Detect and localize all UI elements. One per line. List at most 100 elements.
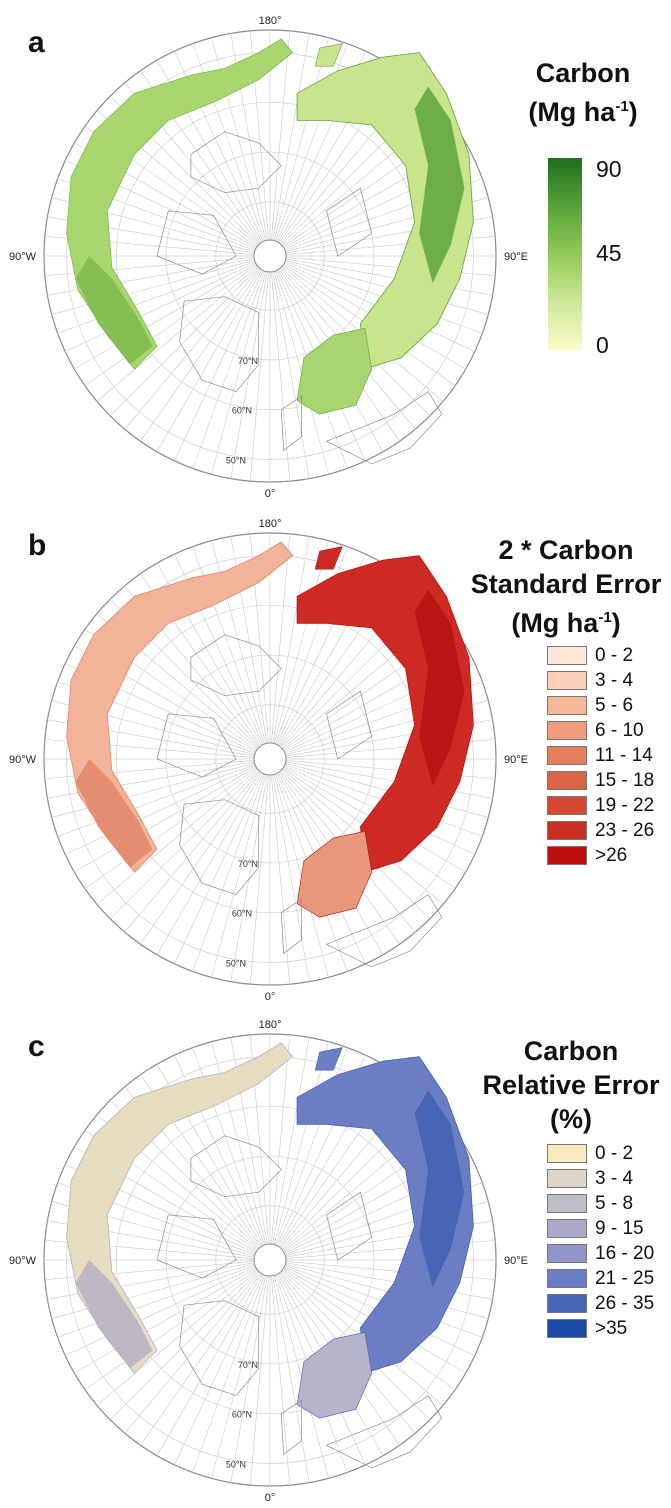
label-90e: 90°E: [504, 754, 528, 766]
meridian-line: [84, 767, 258, 889]
north-america-dense-region: [75, 256, 153, 365]
parallel-circle: [215, 1205, 325, 1315]
label-50n: 50°N: [226, 958, 246, 968]
legend-title-a: Carbon (Mg ha-1): [498, 56, 668, 129]
legend-title-line: Carbon: [535, 58, 631, 88]
label-60n: 60°N: [232, 909, 252, 919]
coastline: [156, 210, 237, 275]
coastline: [325, 391, 443, 465]
legend-swatch: [547, 771, 587, 790]
meridian-line: [109, 267, 259, 417]
legend-swatch: [547, 1219, 587, 1238]
legend-swatch: [547, 1294, 587, 1313]
legend-swatch: [547, 1244, 587, 1263]
meridian-line: [285, 259, 489, 315]
scandinavia-region: [296, 1331, 373, 1419]
legend-label: 6 - 10: [595, 720, 644, 741]
meridian-line: [96, 266, 258, 402]
meridian-line: [124, 268, 260, 430]
kamchatka-region: [314, 1047, 343, 1071]
parallel-circle: [165, 151, 375, 361]
meridian-line: [272, 33, 310, 241]
label-90w: 90°W: [9, 754, 37, 766]
kamchatka-region: [314, 43, 343, 67]
meridian-line: [51, 1263, 255, 1319]
coastline: [326, 187, 373, 257]
legend-swatch: [547, 746, 587, 765]
legend-label: 26 - 35: [595, 1293, 655, 1314]
legend-swatch: [547, 821, 587, 840]
coastline: [179, 296, 260, 393]
meridian-line: [273, 37, 329, 241]
label-90w: 90°W: [9, 251, 37, 263]
coastline: [326, 1191, 373, 1261]
label-0: 0°: [265, 1492, 276, 1504]
colorbar-carbon: [548, 158, 582, 350]
coastlines: [156, 131, 443, 465]
eurasia-dense-region: [414, 589, 465, 787]
land-layer: [66, 1042, 474, 1419]
pole-hole: [253, 1243, 287, 1277]
legend-title-b: 2 * Carbon Standard Error (Mg ha-1): [466, 533, 666, 640]
coastline: [190, 131, 282, 194]
legend-label: 23 - 26: [595, 820, 655, 841]
panel-letter-a: a: [28, 26, 45, 59]
legend-label: >26: [595, 845, 628, 866]
legend-title-line: Carbon: [523, 1036, 619, 1066]
meridian-line: [249, 1275, 269, 1486]
legend-unit: (Mg ha-1): [528, 97, 638, 127]
legend-label: 19 - 22: [595, 795, 655, 816]
coastline: [179, 1300, 260, 1397]
pole-hole: [253, 239, 287, 273]
meridian-line: [156, 772, 263, 955]
coastline: [325, 894, 443, 968]
label-90e: 90°E: [504, 251, 528, 263]
coastline: [280, 395, 302, 452]
legend-label: 3 - 4: [595, 670, 634, 691]
meridian-line: [109, 770, 259, 920]
label-0: 0°: [265, 488, 276, 500]
legend-swatch: [547, 646, 587, 665]
meridian-line: [211, 1275, 267, 1479]
polar-map-b: 180° 0° 90°W 90°E 70°N 60°N 50°N: [9, 518, 528, 1003]
pole-hole: [253, 742, 287, 776]
meridian-line: [273, 1041, 329, 1245]
coastline: [190, 1135, 282, 1198]
polar-map-a: 180° 0° 90°W 90°E 70°N 60°N 50°N: [9, 15, 528, 500]
meridian-line: [156, 269, 263, 452]
meridian-line: [271, 533, 291, 744]
label-50n: 50°N: [226, 455, 246, 465]
coastline: [326, 690, 373, 760]
meridian-line: [285, 1262, 493, 1300]
panel-letter-c: c: [28, 1030, 45, 1063]
meridian-line: [84, 264, 258, 386]
meridian-line: [271, 30, 291, 241]
legend-label: 0 - 2: [595, 1143, 634, 1164]
label-70n: 70°N: [238, 1360, 258, 1370]
legend-label: 0 - 2: [595, 645, 634, 666]
meridian-line: [57, 261, 256, 334]
coastline: [179, 799, 260, 896]
meridian-line: [272, 774, 310, 982]
meridian-line: [51, 762, 255, 818]
label-180: 180°: [259, 15, 282, 27]
meridian-line: [230, 271, 268, 479]
meridian-line: [65, 1266, 256, 1356]
meridian-line: [230, 1275, 268, 1483]
land-layer: [66, 38, 474, 415]
north-america-region: [66, 541, 294, 873]
label-0: 0°: [265, 991, 276, 1003]
eurasia-dense-region: [414, 86, 465, 284]
legend-swatch: [547, 1319, 587, 1338]
meridian-line: [96, 769, 258, 905]
coastline: [156, 1214, 237, 1279]
legend-title-line: 2 * Carbon: [498, 535, 634, 565]
legend-swatch: [547, 846, 587, 865]
panel-b: 180° 0° 90°W 90°E 70°N 60°N 50°N b 2 * Carbon …: [0, 503, 671, 1003]
parallel-circle: [215, 201, 325, 311]
label-180: 180°: [259, 518, 282, 530]
label-70n: 70°N: [238, 859, 258, 869]
meridian-line: [272, 1037, 310, 1245]
legend-title-line: (%): [550, 1104, 592, 1134]
legend-swatch: [547, 1144, 587, 1163]
